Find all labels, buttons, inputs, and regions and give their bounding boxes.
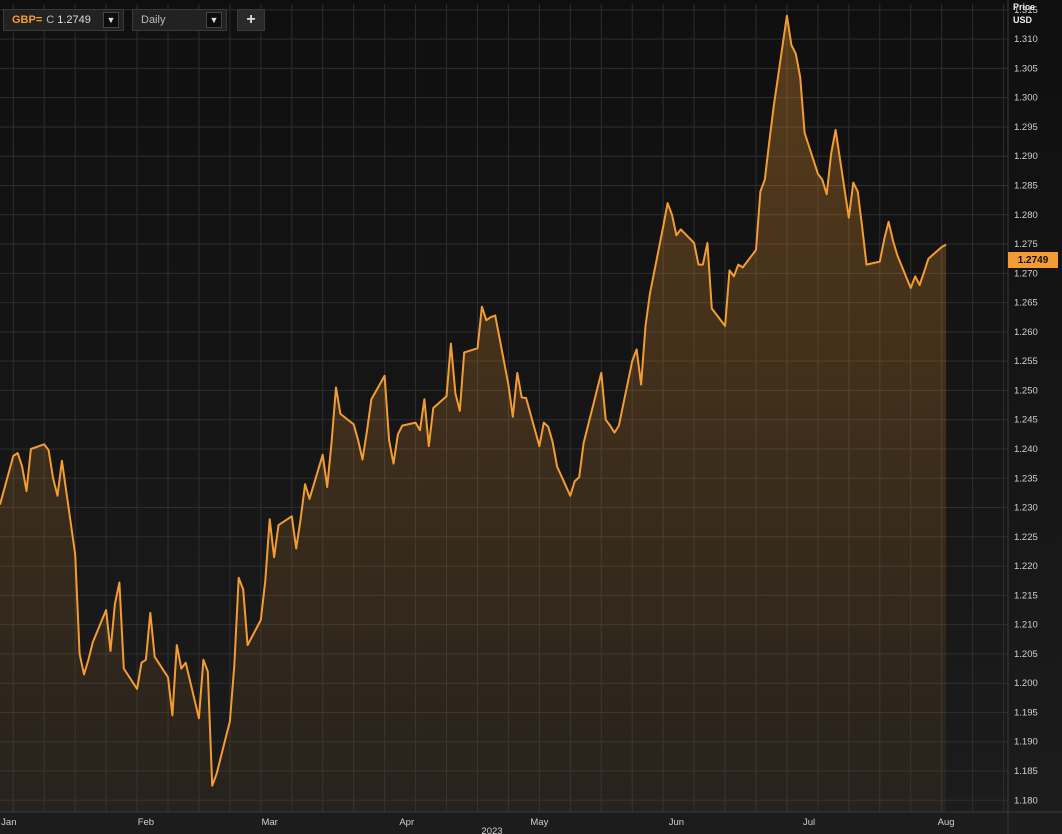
close-label: C xyxy=(46,14,55,26)
interval-value: Daily xyxy=(141,14,166,26)
y-tick-label: 1.245 xyxy=(1014,415,1038,426)
x-tick-label: May xyxy=(530,817,548,828)
symbol-code: GBP= xyxy=(12,14,43,26)
series-line[interactable] xyxy=(0,14,947,787)
symbol-selector[interactable]: GBP= C 1.2749 ▼ xyxy=(3,9,124,31)
x-tick-label: Aug xyxy=(938,817,955,828)
y-tick-label: 1.265 xyxy=(1014,298,1038,309)
x-tick-label: Mar xyxy=(261,817,277,828)
y-tick-label: 1.210 xyxy=(1014,620,1038,631)
y-axis: 1.180 1.185 1.190 1.195 1.200 1.205 1.210 1.215… xyxy=(1007,0,1038,834)
interval-selector[interactable]: Daily ▼ xyxy=(132,9,227,31)
last-price-tag: 1.2749 xyxy=(1008,252,1058,268)
y-tick-label: 1.240 xyxy=(1014,444,1038,455)
y-tick-label: 1.185 xyxy=(1014,766,1038,777)
y-axis-label-price: Price xyxy=(1013,2,1036,12)
y-tick-label: 1.275 xyxy=(1014,239,1038,250)
chart-toolbar: GBP= C 1.2749 ▼ Daily ▼ + xyxy=(3,9,265,31)
y-tick-label: 1.195 xyxy=(1014,707,1038,718)
y-tick-label: 1.180 xyxy=(1014,795,1038,806)
x-axis-year-label: 2023 xyxy=(481,826,502,834)
y-tick-label: 1.190 xyxy=(1014,737,1038,748)
y-tick-label: 1.225 xyxy=(1014,532,1038,543)
y-axis-label-currency: USD xyxy=(1013,15,1033,25)
y-tick-label: 1.255 xyxy=(1014,356,1038,367)
y-tick-label: 1.305 xyxy=(1014,63,1038,74)
y-tick-label: 1.310 xyxy=(1014,34,1038,45)
x-tick-label: Feb xyxy=(138,817,154,828)
close-value: 1.2749 xyxy=(57,14,91,26)
y-tick-label: 1.280 xyxy=(1014,210,1038,221)
y-tick-label: 1.205 xyxy=(1014,649,1038,660)
y-tick-label: 1.200 xyxy=(1014,678,1038,689)
y-tick-label: 1.250 xyxy=(1014,385,1038,396)
y-tick-label: 1.290 xyxy=(1014,151,1038,162)
y-axis-header: Price USD xyxy=(1013,1,1035,27)
y-tick-label: 1.215 xyxy=(1014,590,1038,601)
line-layer xyxy=(0,14,947,787)
x-axis: Jan Feb Mar Apr May Jun Jul Aug 2023 xyxy=(0,811,1062,834)
x-tick-label: Jun xyxy=(669,817,684,828)
plus-icon: + xyxy=(246,11,256,28)
y-tick-label: 1.300 xyxy=(1014,93,1038,104)
y-tick-label: 1.235 xyxy=(1014,473,1038,484)
y-tick-label: 1.315 xyxy=(1014,5,1038,16)
triangle-down-icon[interactable]: ▼ xyxy=(206,12,222,28)
y-tick-label: 1.260 xyxy=(1014,327,1038,338)
y-tick-label: 1.220 xyxy=(1014,561,1038,572)
y-tick-label: 1.295 xyxy=(1014,122,1038,133)
add-study-button[interactable]: + xyxy=(237,9,265,31)
y-tick-label: 1.270 xyxy=(1014,268,1038,279)
series-area xyxy=(0,15,947,812)
area-layer xyxy=(0,15,947,812)
x-tick-label: Jan xyxy=(1,817,16,828)
x-tick-label: Apr xyxy=(399,817,414,828)
y-tick-label: 1.230 xyxy=(1014,503,1038,514)
x-tick-label: Jul xyxy=(803,817,815,828)
y-tick-label: 1.285 xyxy=(1014,181,1038,192)
triangle-down-icon[interactable]: ▼ xyxy=(103,12,119,28)
